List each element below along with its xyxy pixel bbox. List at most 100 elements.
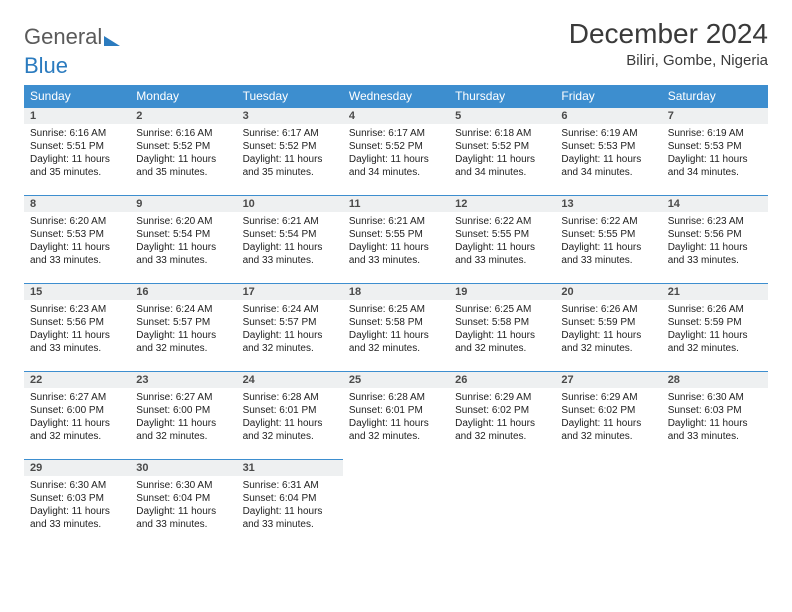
detail-dl2: and 33 minutes.	[561, 254, 655, 267]
detail-dl2: and 34 minutes.	[455, 166, 549, 179]
detail-sunrise: Sunrise: 6:16 AM	[136, 127, 230, 140]
day-details: Sunrise: 6:23 AMSunset: 5:56 PMDaylight:…	[24, 300, 130, 359]
day-details: Sunrise: 6:20 AMSunset: 5:54 PMDaylight:…	[130, 212, 236, 271]
detail-sunrise: Sunrise: 6:19 AM	[561, 127, 655, 140]
day-number: 29	[24, 459, 130, 476]
detail-dl2: and 32 minutes.	[561, 342, 655, 355]
detail-sunrise: Sunrise: 6:17 AM	[349, 127, 443, 140]
day-number: 8	[24, 195, 130, 212]
detail-dl2: and 33 minutes.	[349, 254, 443, 267]
day-details: Sunrise: 6:30 AMSunset: 6:04 PMDaylight:…	[130, 476, 236, 535]
calendar-cell: 12Sunrise: 6:22 AMSunset: 5:55 PMDayligh…	[449, 195, 555, 283]
detail-sunrise: Sunrise: 6:30 AM	[136, 479, 230, 492]
detail-dl1: Daylight: 11 hours	[561, 417, 655, 430]
detail-dl2: and 32 minutes.	[136, 430, 230, 443]
detail-dl1: Daylight: 11 hours	[455, 329, 549, 342]
day-number: 16	[130, 283, 236, 300]
day-details: Sunrise: 6:23 AMSunset: 5:56 PMDaylight:…	[662, 212, 768, 271]
calendar-cell: 26Sunrise: 6:29 AMSunset: 6:02 PMDayligh…	[449, 371, 555, 459]
page-title: December 2024	[569, 18, 768, 50]
detail-sunset: Sunset: 5:59 PM	[668, 316, 762, 329]
detail-sunrise: Sunrise: 6:22 AM	[455, 215, 549, 228]
day-details: Sunrise: 6:28 AMSunset: 6:01 PMDaylight:…	[237, 388, 343, 447]
calendar-cell: 3Sunrise: 6:17 AMSunset: 5:52 PMDaylight…	[237, 107, 343, 195]
detail-dl2: and 33 minutes.	[243, 518, 337, 531]
day-details: Sunrise: 6:21 AMSunset: 5:55 PMDaylight:…	[343, 212, 449, 271]
detail-sunrise: Sunrise: 6:31 AM	[243, 479, 337, 492]
day-number: 9	[130, 195, 236, 212]
calendar-cell: 21Sunrise: 6:26 AMSunset: 5:59 PMDayligh…	[662, 283, 768, 371]
day-number: 19	[449, 283, 555, 300]
detail-dl2: and 33 minutes.	[136, 254, 230, 267]
detail-sunset: Sunset: 5:53 PM	[561, 140, 655, 153]
detail-dl2: and 32 minutes.	[30, 430, 124, 443]
detail-sunset: Sunset: 6:02 PM	[455, 404, 549, 417]
detail-sunrise: Sunrise: 6:25 AM	[349, 303, 443, 316]
detail-sunrise: Sunrise: 6:24 AM	[136, 303, 230, 316]
detail-sunset: Sunset: 6:03 PM	[668, 404, 762, 417]
detail-sunrise: Sunrise: 6:16 AM	[30, 127, 124, 140]
day-number: 6	[555, 107, 661, 124]
detail-sunrise: Sunrise: 6:25 AM	[455, 303, 549, 316]
calendar-cell: 27Sunrise: 6:29 AMSunset: 6:02 PMDayligh…	[555, 371, 661, 459]
day-details: Sunrise: 6:27 AMSunset: 6:00 PMDaylight:…	[130, 388, 236, 447]
detail-dl2: and 32 minutes.	[561, 430, 655, 443]
detail-sunset: Sunset: 5:53 PM	[30, 228, 124, 241]
calendar-cell: 25Sunrise: 6:28 AMSunset: 6:01 PMDayligh…	[343, 371, 449, 459]
calendar-cell: 29Sunrise: 6:30 AMSunset: 6:03 PMDayligh…	[24, 459, 130, 547]
calendar-cell: 20Sunrise: 6:26 AMSunset: 5:59 PMDayligh…	[555, 283, 661, 371]
detail-dl1: Daylight: 11 hours	[668, 241, 762, 254]
day-number: 27	[555, 371, 661, 388]
calendar-row: 8Sunrise: 6:20 AMSunset: 5:53 PMDaylight…	[24, 195, 768, 283]
day-number: 18	[343, 283, 449, 300]
col-thursday: Thursday	[449, 85, 555, 107]
detail-sunset: Sunset: 6:01 PM	[349, 404, 443, 417]
calendar-cell: 10Sunrise: 6:21 AMSunset: 5:54 PMDayligh…	[237, 195, 343, 283]
col-tuesday: Tuesday	[237, 85, 343, 107]
day-number: 28	[662, 371, 768, 388]
day-details: Sunrise: 6:26 AMSunset: 5:59 PMDaylight:…	[662, 300, 768, 359]
detail-dl1: Daylight: 11 hours	[30, 153, 124, 166]
day-number: 15	[24, 283, 130, 300]
calendar-cell: 24Sunrise: 6:28 AMSunset: 6:01 PMDayligh…	[237, 371, 343, 459]
detail-sunset: Sunset: 5:58 PM	[349, 316, 443, 329]
calendar-cell: 19Sunrise: 6:25 AMSunset: 5:58 PMDayligh…	[449, 283, 555, 371]
detail-dl1: Daylight: 11 hours	[136, 329, 230, 342]
day-number: 17	[237, 283, 343, 300]
calendar-cell: 17Sunrise: 6:24 AMSunset: 5:57 PMDayligh…	[237, 283, 343, 371]
detail-dl1: Daylight: 11 hours	[349, 153, 443, 166]
detail-dl1: Daylight: 11 hours	[30, 329, 124, 342]
day-details: Sunrise: 6:16 AMSunset: 5:52 PMDaylight:…	[130, 124, 236, 183]
detail-dl2: and 32 minutes.	[349, 430, 443, 443]
calendar-cell: 14Sunrise: 6:23 AMSunset: 5:56 PMDayligh…	[662, 195, 768, 283]
day-details: Sunrise: 6:20 AMSunset: 5:53 PMDaylight:…	[24, 212, 130, 271]
calendar-cell: 8Sunrise: 6:20 AMSunset: 5:53 PMDaylight…	[24, 195, 130, 283]
detail-sunset: Sunset: 5:52 PM	[243, 140, 337, 153]
detail-sunset: Sunset: 6:01 PM	[243, 404, 337, 417]
detail-sunset: Sunset: 6:02 PM	[561, 404, 655, 417]
logo-word2: Blue	[24, 53, 68, 79]
day-number: 7	[662, 107, 768, 124]
calendar-cell: 9Sunrise: 6:20 AMSunset: 5:54 PMDaylight…	[130, 195, 236, 283]
day-number: 25	[343, 371, 449, 388]
calendar-cell	[555, 459, 661, 547]
detail-sunrise: Sunrise: 6:23 AM	[668, 215, 762, 228]
logo-word1: General	[24, 24, 102, 50]
calendar-cell: 30Sunrise: 6:30 AMSunset: 6:04 PMDayligh…	[130, 459, 236, 547]
detail-sunset: Sunset: 5:57 PM	[243, 316, 337, 329]
calendar-row: 29Sunrise: 6:30 AMSunset: 6:03 PMDayligh…	[24, 459, 768, 547]
col-monday: Monday	[130, 85, 236, 107]
day-number: 30	[130, 459, 236, 476]
detail-dl2: and 35 minutes.	[30, 166, 124, 179]
day-details: Sunrise: 6:22 AMSunset: 5:55 PMDaylight:…	[555, 212, 661, 271]
detail-sunset: Sunset: 5:52 PM	[455, 140, 549, 153]
detail-dl2: and 33 minutes.	[668, 254, 762, 267]
detail-sunrise: Sunrise: 6:28 AM	[243, 391, 337, 404]
calendar-table: Sunday Monday Tuesday Wednesday Thursday…	[24, 85, 768, 547]
day-details: Sunrise: 6:17 AMSunset: 5:52 PMDaylight:…	[343, 124, 449, 183]
detail-sunset: Sunset: 5:55 PM	[561, 228, 655, 241]
detail-sunset: Sunset: 5:52 PM	[136, 140, 230, 153]
day-details: Sunrise: 6:21 AMSunset: 5:54 PMDaylight:…	[237, 212, 343, 271]
detail-dl1: Daylight: 11 hours	[561, 329, 655, 342]
detail-sunrise: Sunrise: 6:26 AM	[668, 303, 762, 316]
